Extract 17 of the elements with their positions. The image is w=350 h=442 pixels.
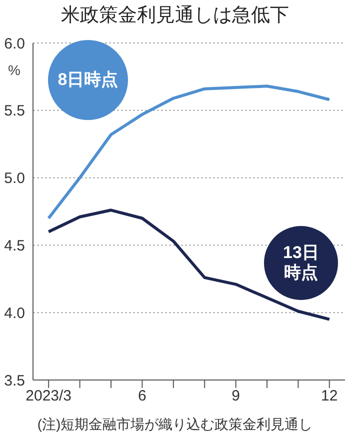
chart-title: 米政策金利見通しは急低下 [60,4,290,28]
x-tick-label: 9 [232,388,240,405]
x-tick-label: 12 [321,388,338,405]
x-tick-label: 2023/3 [26,388,72,405]
y-tick-label: 5.0 [4,170,25,188]
y-tick-label: 3.5 [4,372,25,390]
y-tick-label: 4.5 [4,238,25,255]
y-tick-label: 5.5 [4,102,25,120]
name-badge: 13日時点 [264,226,338,300]
series-label: 13日時点 [282,243,320,283]
y-tick-label: 4.0 [4,304,25,322]
line-series [47,208,331,321]
name-badge: 8日時点 [48,40,128,120]
y-axis-title: % [8,62,20,78]
x-tick-label: 6 [138,388,146,405]
text: (注)短期金融市場が織り込む政策金利見通し [36,416,314,434]
y-tick-label: 6.0 [4,35,25,52]
